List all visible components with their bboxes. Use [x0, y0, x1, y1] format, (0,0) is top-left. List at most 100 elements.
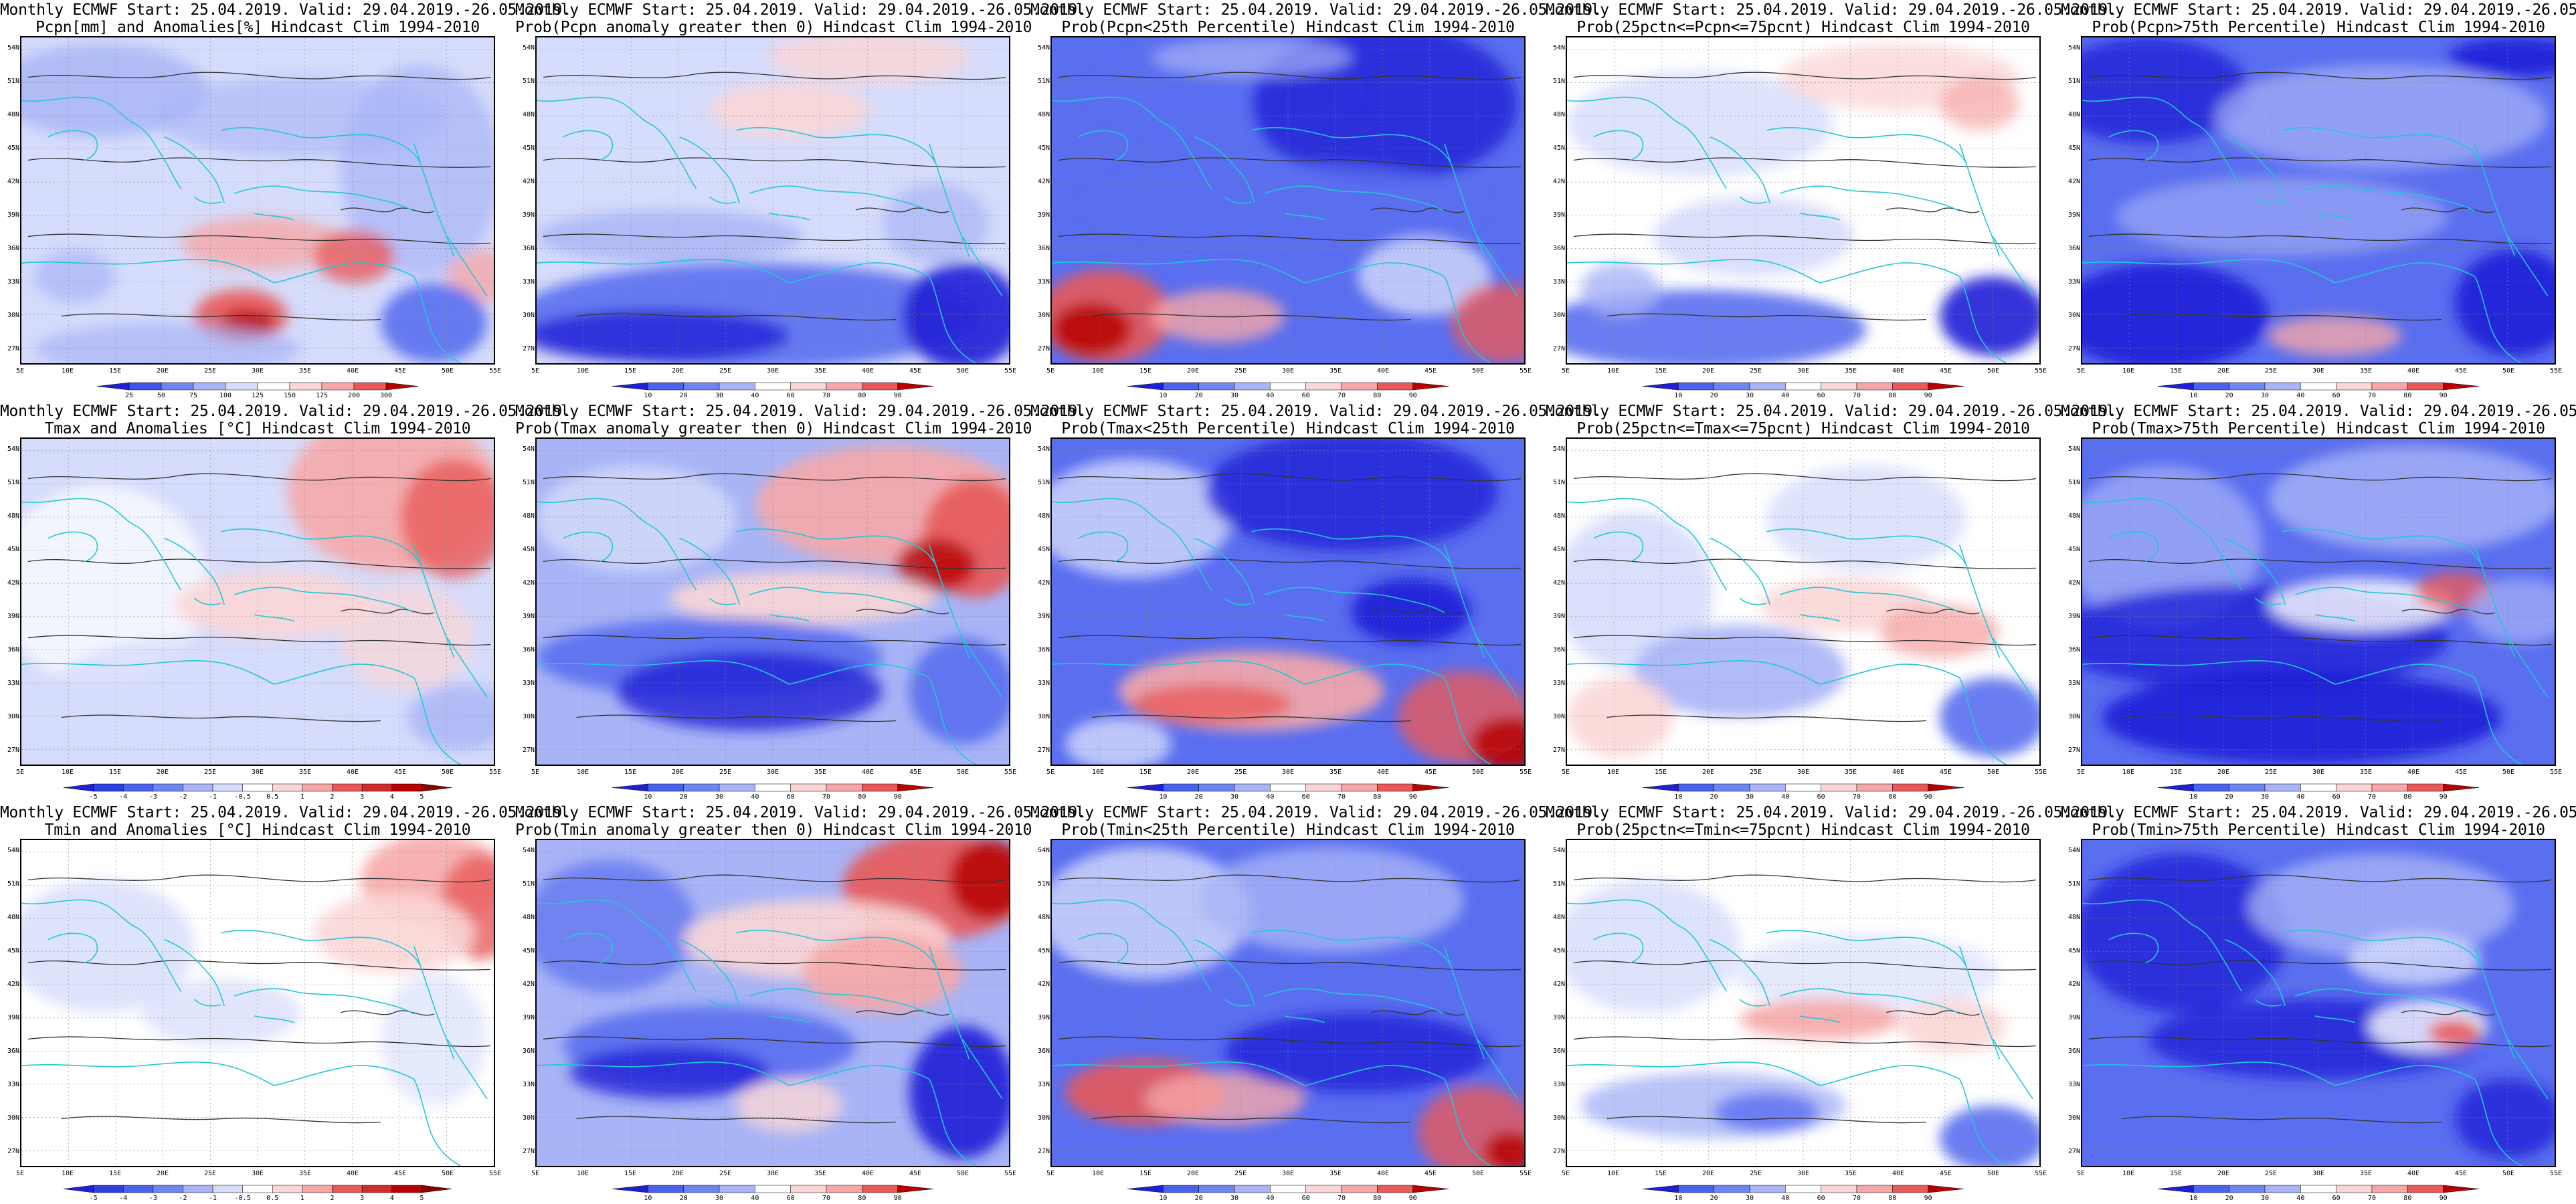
latitude-label: 27N [1552, 345, 1565, 353]
field-region [1939, 77, 2020, 130]
contour-line [1091, 714, 1411, 722]
coastline [736, 930, 937, 967]
coastline [2474, 544, 2516, 658]
forecast-map [20, 839, 495, 1167]
colorbar-segment [1928, 382, 1964, 391]
colorbar-segment [862, 1185, 898, 1193]
latitude-label: 33N [522, 680, 535, 687]
colorbar-tick-label: 30 [1745, 1195, 1754, 1202]
panel-title: Monthly ECMWF Start: 25.04.2019. Valid: … [0, 403, 571, 437]
colorbar [612, 783, 934, 792]
contour-line [27, 1036, 491, 1047]
longitude-label: 15E [1654, 1170, 1667, 1177]
colorbar-svg [2157, 783, 2480, 792]
coastline [563, 531, 614, 563]
colorbar-segment [2157, 382, 2194, 391]
field-region [1224, 1012, 1491, 1092]
coastline [736, 528, 937, 565]
coastline [1304, 664, 1445, 685]
coastline [1739, 597, 1767, 605]
coastline [537, 899, 697, 992]
colorbar-tick-label: 20 [2225, 1195, 2233, 1202]
anomaly-field [21, 43, 494, 363]
latitude-label: 54N [7, 445, 19, 453]
longitude-label: 25E [2264, 367, 2278, 375]
longitude-label: 40E [1892, 367, 1905, 375]
colorbar-tick-label: -3 [149, 1195, 157, 1202]
colorbar-tick-label: 30 [1745, 392, 1754, 399]
colorbar-tick-label: 70 [822, 793, 831, 801]
longitude-label: 30E [1281, 367, 1295, 375]
colorbar-tick-label: 10 [2189, 392, 2198, 399]
coastline [1477, 1039, 1518, 1100]
longitude-label: 20E [2217, 1170, 2230, 1177]
coastline [2254, 196, 2282, 204]
map-panel-tmax-prob-gt75: Monthly ECMWF Start: 25.04.2019. Valid: … [2061, 401, 2576, 803]
coastline [2254, 999, 2282, 1007]
colorbar-segment [1377, 382, 1413, 391]
colorbar-tick-label: 4 [389, 1195, 394, 1202]
colorbar-tick-label: 0.5 [266, 793, 279, 801]
colorbar-segment [1642, 1185, 1679, 1193]
coastline [537, 96, 697, 189]
contour-line [576, 714, 896, 722]
coastline [1443, 677, 1491, 765]
colorbar-segment [1928, 783, 1964, 792]
longitude-label: 15E [2169, 1170, 2183, 1177]
latitude-label: 36N [1552, 646, 1565, 654]
field-region [341, 585, 474, 691]
panel-title-line2: Prob(Tmin>75th Percentile) Hindcast Clim… [2092, 821, 2545, 839]
coastline [1567, 259, 1821, 284]
colorbar-segment [1127, 382, 1164, 391]
latitude-label: 27N [7, 345, 19, 353]
field-region [2268, 316, 2402, 357]
longitude-label: 20E [1186, 1170, 1200, 1177]
contour-line [1058, 72, 1522, 80]
coastline [1052, 899, 1212, 992]
panel-title-line2: Prob(25pctn<=Pcpn<=75pcnt) Hindcast Clim… [1576, 19, 2030, 36]
colorbar-segment [128, 382, 162, 391]
contour-line [1058, 233, 1522, 245]
latitude-label: 54N [522, 44, 535, 52]
latitude-label: 36N [1037, 1047, 1050, 1055]
coastline [2474, 1078, 2522, 1166]
colorbar-tick-label: 30 [1230, 392, 1239, 399]
longitude-label: 40E [1892, 1170, 1905, 1177]
latitude-label: 30N [1552, 1114, 1565, 1122]
latitude-label: 33N [2067, 278, 2080, 286]
longitude-label: 35E [2359, 769, 2373, 776]
colorbar-tick-label: 70 [822, 392, 831, 399]
coastline [21, 96, 182, 189]
contour-line [1606, 313, 1926, 321]
coastline [413, 276, 461, 363]
coastline [1264, 988, 1445, 1015]
field-region [2215, 64, 2549, 171]
colorbar-tick-label: 10 [1159, 392, 1168, 399]
colorbar-tick-label: 100 [219, 392, 232, 399]
coastline [2314, 614, 2355, 622]
contour-line [1886, 207, 1980, 213]
contour-line [576, 1116, 896, 1124]
longitude-label: 15E [1654, 367, 1667, 375]
coastline [1477, 236, 1518, 297]
colorbar-tick-label: 60 [1817, 1195, 1825, 1202]
longitude-label: 40E [1376, 367, 1390, 375]
forecast-map [20, 36, 495, 365]
colorbar-svg [1642, 1185, 1964, 1193]
coastline [1443, 276, 1491, 363]
latitude-label: 36N [1037, 646, 1050, 654]
colorbar [1642, 1185, 1964, 1193]
coastline [2474, 946, 2516, 1060]
field-region [380, 282, 488, 363]
contour-line [2122, 1116, 2442, 1124]
contour-line [1573, 960, 2037, 971]
anomaly-field [1567, 43, 2039, 363]
contour-line [2122, 714, 2442, 722]
coastline [1593, 932, 1644, 964]
colorbar-tick-label: 60 [2332, 392, 2340, 399]
panel-title: Monthly ECMWF Start: 25.04.2019. Valid: … [515, 1, 1087, 36]
coastline [1819, 262, 1960, 284]
longitude-label: 30E [766, 1170, 779, 1177]
panel-title: Monthly ECMWF Start: 25.04.2019. Valid: … [2061, 1, 2576, 36]
colorbar-tick-label: -2 [179, 793, 187, 801]
